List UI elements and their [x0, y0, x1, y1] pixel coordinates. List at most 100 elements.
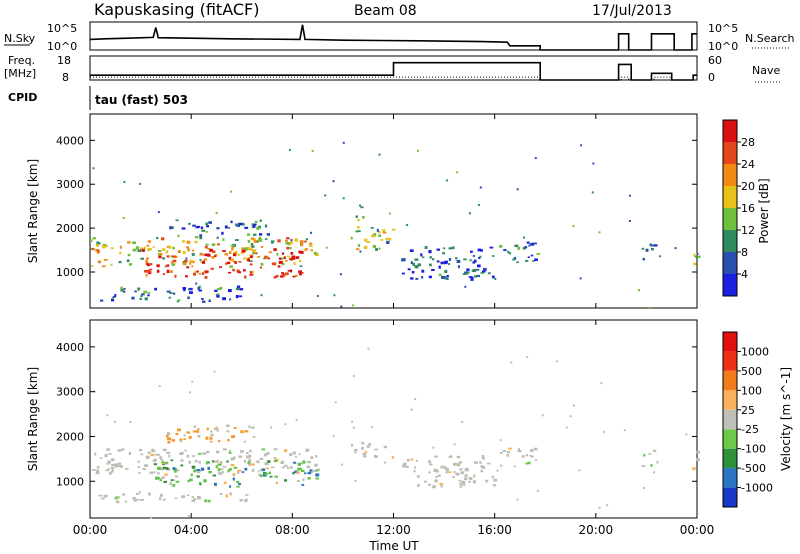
- vel-cell-2-28: [115, 496, 120, 499]
- power-cell-0-21: [90, 247, 94, 251]
- vel-cell-8-5: [179, 438, 183, 442]
- power-cell-8-40: [201, 229, 206, 232]
- nsky-label: N.Sky: [4, 32, 36, 45]
- power-cell-3-10: [357, 230, 361, 233]
- power-speck-44: [122, 217, 125, 219]
- vel-cell-0-46: [96, 468, 99, 471]
- power-cell-1-54: [185, 275, 188, 278]
- vel-speck-55: [106, 414, 109, 417]
- power-cell-6-4: [642, 257, 645, 261]
- power-cell-3-13: [382, 229, 386, 233]
- vel-cell-4-29: [492, 484, 497, 487]
- power-cell-1-86: [273, 248, 277, 252]
- velocity-plot-frame: [89, 319, 698, 519]
- power-cell-0-76: [304, 240, 307, 243]
- vel-speck-18: [555, 360, 558, 363]
- vel-cell-0-71: [259, 457, 264, 460]
- vel-speck-24: [513, 465, 516, 468]
- power-cell-6-5: [650, 244, 654, 247]
- power-cell-3-7: [363, 245, 368, 249]
- vel-cell-4-53: [441, 465, 445, 468]
- vel-ytick-label-3: 4000: [56, 341, 84, 354]
- power-cell-0-35: [216, 243, 220, 246]
- power-cell-0-30: [146, 244, 150, 247]
- power-speck-8: [492, 255, 495, 257]
- power-cell-8-38: [244, 226, 249, 229]
- vel-speck-1: [623, 429, 626, 432]
- power-cell-0-50: [90, 265, 94, 268]
- vel-cell-1-21: [238, 483, 242, 485]
- power-ylabel: Slant Range [km]: [26, 159, 40, 263]
- vel-cell-6-4: [650, 464, 653, 467]
- vel-speck-23: [183, 434, 186, 437]
- power-cell-4-28: [476, 269, 480, 271]
- vel-cell-4-41: [456, 455, 461, 459]
- power-cell-1-66: [278, 260, 283, 264]
- power-cell-0-123: [237, 253, 240, 256]
- power-cell-0-44: [136, 246, 139, 250]
- power-cell-3-22: [372, 245, 376, 248]
- vel-cell-2-8: [115, 500, 120, 504]
- vel-cell-8-26: [195, 429, 200, 432]
- power-cell-1-73: [229, 251, 232, 254]
- power-cell-0-16: [270, 240, 275, 243]
- vel-cell-4-13: [473, 480, 477, 484]
- vel-cell-8-30: [213, 428, 217, 430]
- power-speck-36: [659, 255, 662, 258]
- vel-cell-0-91: [179, 452, 183, 456]
- power-cell-0-88: [97, 260, 102, 263]
- vel-cell-1-68: [273, 459, 278, 463]
- vel-cell-5-3: [527, 461, 531, 465]
- vel-cell-0-89: [310, 456, 314, 459]
- vel-cell-1-16: [293, 461, 297, 464]
- vel-cell-0-113: [256, 460, 260, 464]
- vel-cell-1-57: [207, 461, 210, 464]
- power-speck-23: [260, 294, 263, 297]
- power-cell-3-20: [376, 228, 379, 232]
- power-cell-4-32: [472, 268, 477, 272]
- power-cell-1-34: [209, 248, 214, 252]
- freq-unit: [MHz]: [4, 67, 36, 80]
- time-tick-label-6: 00:00: [680, 523, 715, 537]
- nsky-tick-top: 10^5: [47, 22, 77, 35]
- power-cell-1-72: [145, 262, 149, 266]
- power-cell-5-10: [530, 254, 534, 257]
- vel-cell-6-5: [641, 465, 646, 467]
- power-speck-31: [176, 300, 179, 303]
- power-cell-3-15: [391, 228, 396, 231]
- vel-cell-0-57: [176, 469, 180, 472]
- vel-cell-1-76: [165, 467, 169, 470]
- vel-cell-1-40: [297, 479, 300, 482]
- vel-cell-1-88: [297, 467, 301, 471]
- vel-cell-0-69: [107, 460, 111, 464]
- power-cell-0-137: [276, 253, 279, 256]
- power-cell-2-2: [229, 298, 232, 301]
- power-cell-1-38: [291, 255, 296, 258]
- vel-cell-4-54: [485, 479, 489, 483]
- vel-speck-49: [415, 459, 418, 462]
- power-cell-0-14: [204, 245, 208, 249]
- vel-cell-4-32: [491, 475, 494, 479]
- vel-cell-5-6: [525, 462, 528, 465]
- power-cell-1-22: [251, 270, 254, 274]
- vel-cell-0-42: [261, 448, 266, 451]
- power-cell-3-24: [382, 231, 387, 234]
- vel-cell-1-85: [264, 472, 268, 476]
- power-cell-4-50: [463, 258, 467, 261]
- power-cell-2-40: [120, 286, 123, 290]
- vel-speck-14: [191, 380, 194, 383]
- power-speck-12: [342, 141, 345, 144]
- power-cell-4-37: [487, 272, 491, 275]
- power-cell-4-27: [402, 258, 406, 261]
- vel-cell-8-18: [218, 439, 221, 443]
- vel-cell-5-13: [502, 450, 507, 452]
- time-tick-label-5: 20:00: [579, 523, 614, 537]
- power-cell-0-129: [251, 242, 254, 246]
- vel-cell-0-66: [249, 449, 252, 452]
- vel-cell-2-0: [191, 496, 195, 498]
- power-cell-5-5: [512, 258, 515, 261]
- vel-cell-1-58: [174, 475, 179, 478]
- vel-cell-4-19: [474, 461, 478, 464]
- vel-cell-7-1: [696, 450, 701, 454]
- power-yticks: 1000 2000 3000 4000: [56, 114, 698, 308]
